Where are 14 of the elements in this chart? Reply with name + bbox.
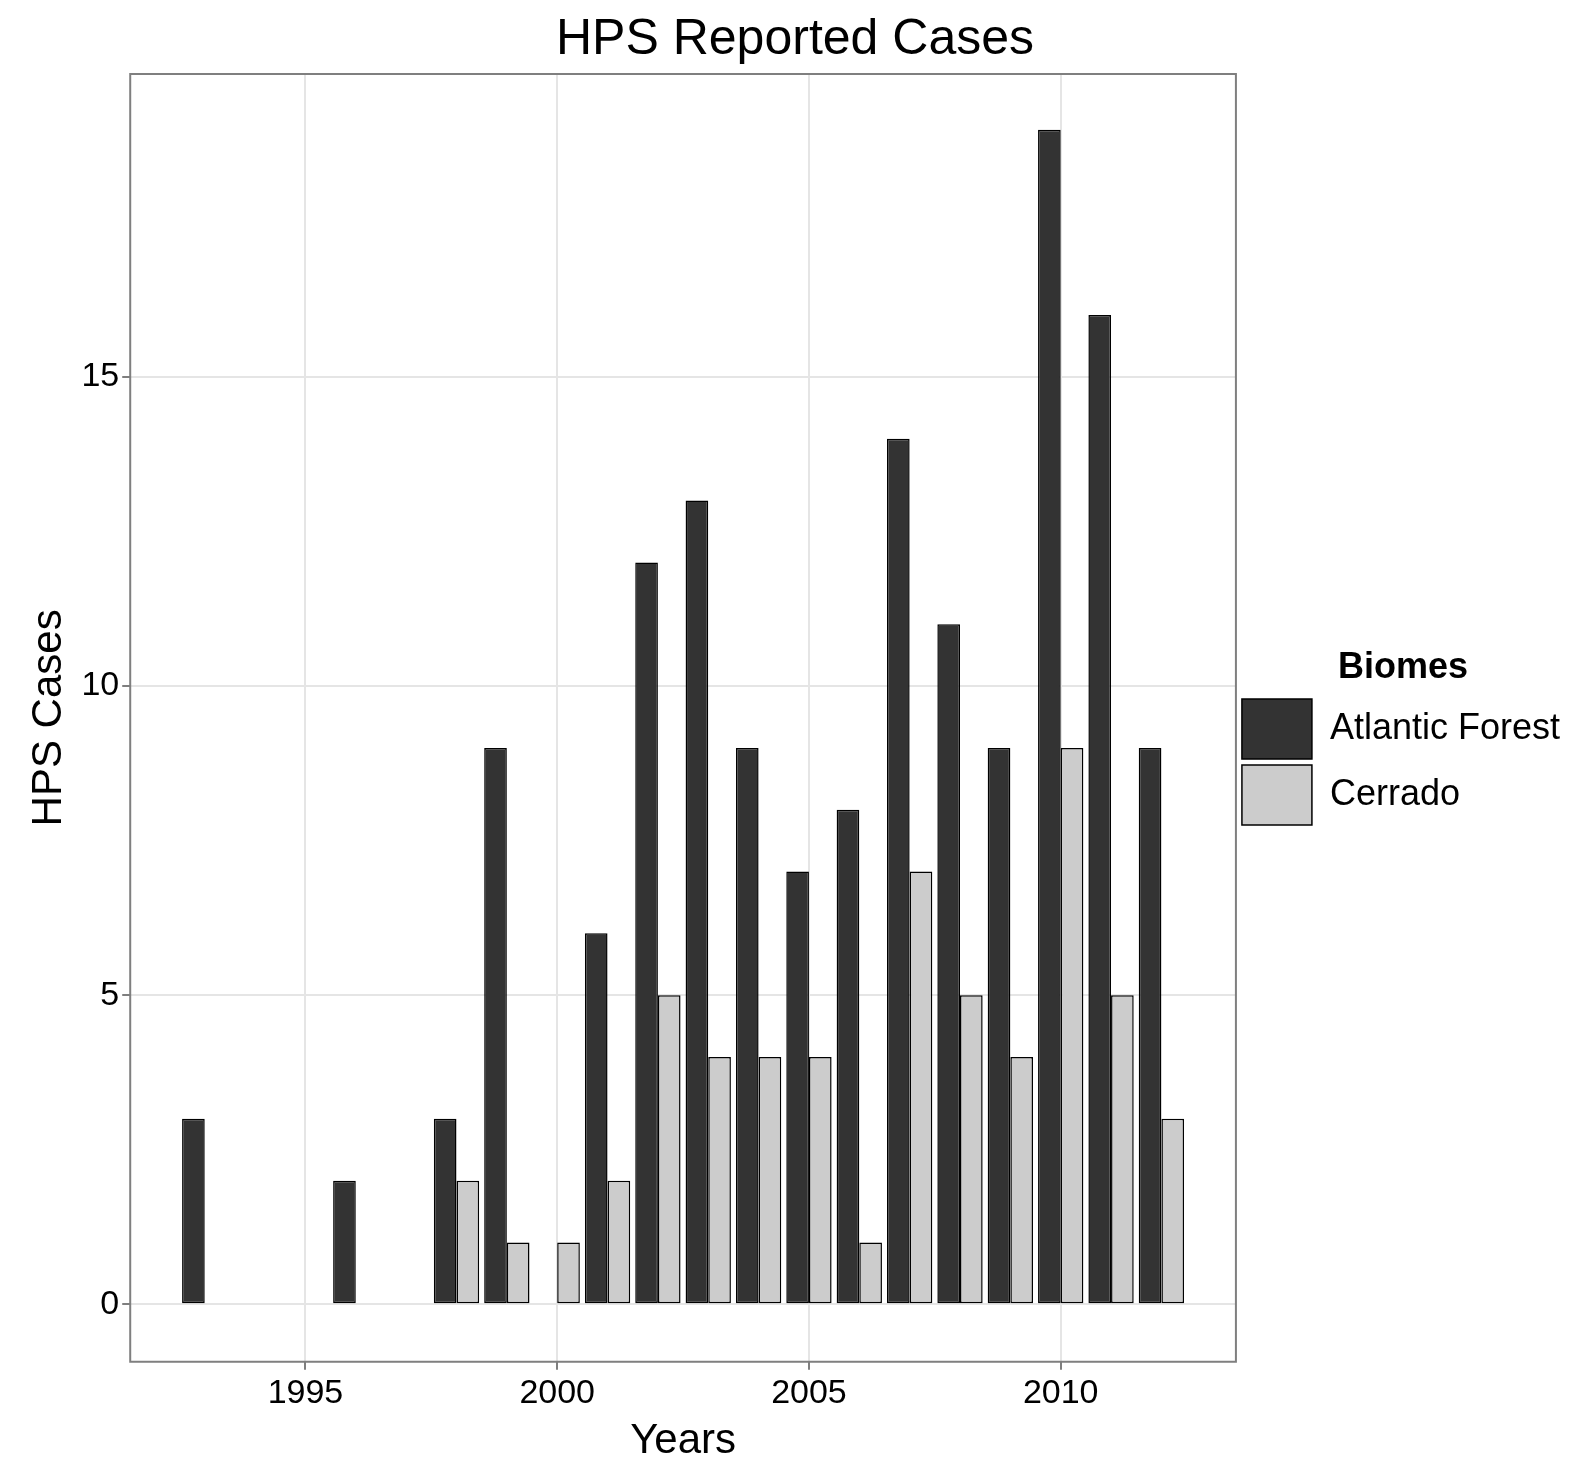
y-tick-label: 0 — [100, 1282, 120, 1321]
x-tick-label: 2005 — [771, 1371, 847, 1410]
x-tick-label: 2000 — [519, 1371, 596, 1410]
legend-label: Cerrado — [1329, 772, 1460, 814]
legend-title: Biomes — [1337, 644, 1468, 686]
x-axis-title: Years — [630, 1415, 737, 1463]
y-axis-title: HPS Cases — [22, 609, 70, 827]
chart-title: HPS Reported Cases — [555, 8, 1035, 65]
y-tick-label: 5 — [100, 973, 120, 1012]
x-tick-label: 1995 — [267, 1371, 344, 1410]
y-tick-label: 10 — [81, 664, 120, 703]
y-tick-label: 15 — [81, 355, 120, 394]
legend-label: Atlantic Forest — [1329, 706, 1561, 748]
x-tick-label: 2010 — [1022, 1371, 1099, 1410]
